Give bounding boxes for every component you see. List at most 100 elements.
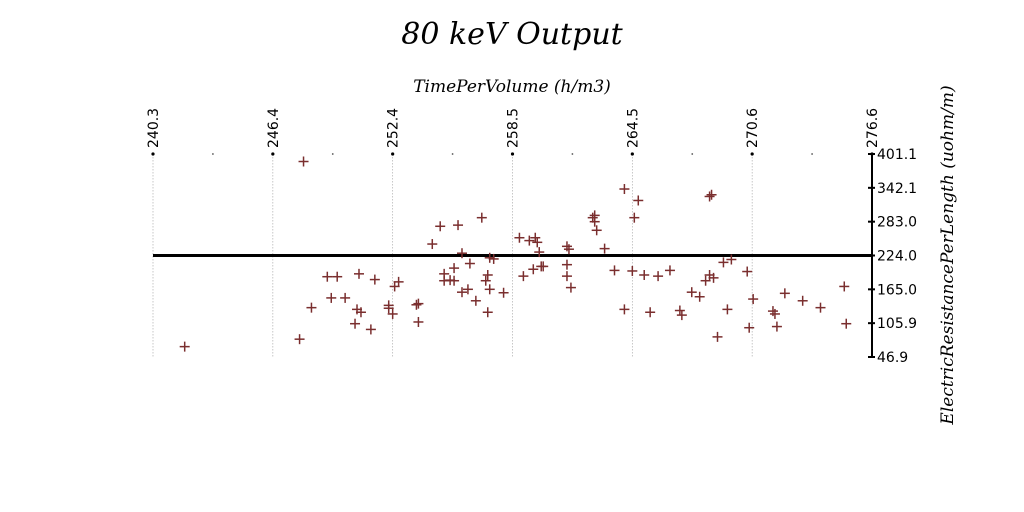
data-point (488, 253, 499, 264)
y-tick-label: 105.9 (877, 316, 917, 332)
y-tick-label: 342.1 (877, 181, 917, 197)
data-point (591, 225, 602, 236)
data-point (326, 292, 337, 303)
x-minor-tick (451, 153, 454, 155)
data-point (769, 308, 780, 319)
data-point (708, 272, 719, 283)
data-point (294, 334, 305, 345)
data-point (718, 257, 729, 268)
data-point (633, 195, 644, 206)
y-axis-label: ElectricResistancePerLength (uohm/m) (938, 85, 958, 425)
data-point (369, 274, 380, 285)
data-point (387, 308, 398, 319)
data-point (742, 266, 753, 277)
data-point (306, 302, 317, 313)
data-point (355, 307, 366, 318)
data-point (484, 284, 495, 295)
data-point (627, 265, 638, 276)
x-tick-mark (630, 152, 634, 156)
data-point (744, 322, 755, 333)
data-point (704, 191, 715, 202)
y-tick-label: 46.9 (877, 350, 908, 366)
data-point (480, 275, 491, 286)
data-point (561, 259, 572, 270)
data-point (518, 271, 529, 282)
data-point (538, 261, 549, 272)
x-tick-label: 240.3 (146, 108, 162, 148)
data-point (565, 282, 576, 293)
data-point (645, 307, 656, 318)
data-point (726, 254, 737, 265)
data-point (839, 281, 850, 292)
x-axis-ticks: 240.3 246.4 252.4 258.5 264.5 270.6 276.6 (146, 108, 881, 156)
data-point (706, 189, 717, 200)
data-point (599, 243, 610, 254)
data-point (694, 291, 705, 302)
data-point (676, 310, 687, 321)
data-point (470, 295, 481, 306)
data-point (700, 275, 711, 286)
data-point (413, 316, 424, 327)
x-tick-label: 246.4 (266, 108, 282, 148)
data-point (449, 275, 460, 286)
x-axis-label: TimePerVolume (h/m3) (413, 77, 611, 97)
y-tick-label: 283.0 (877, 215, 917, 231)
x-tick-label: 258.5 (506, 108, 522, 148)
data-point (411, 299, 422, 310)
data-point (748, 294, 759, 305)
data-point (498, 287, 509, 298)
data-point (464, 258, 475, 269)
data-point (797, 295, 808, 306)
x-minor-tick (691, 153, 694, 155)
data-point (340, 292, 351, 303)
data-point (453, 220, 464, 231)
y-tick-label: 224.0 (877, 249, 917, 265)
data-point (561, 271, 572, 282)
data-point (815, 302, 826, 313)
data-point (482, 307, 493, 318)
data-point (383, 303, 394, 314)
data-point (462, 284, 473, 295)
data-point (298, 156, 309, 167)
data-point (353, 268, 364, 279)
data-point (563, 244, 574, 255)
data-points (179, 156, 852, 352)
data-point (629, 212, 640, 223)
data-point (653, 271, 664, 282)
data-point (435, 221, 446, 232)
data-point (771, 321, 782, 332)
data-point (674, 305, 685, 316)
data-point (393, 276, 404, 287)
data-point (532, 237, 543, 248)
x-tick-mark (510, 152, 515, 156)
x-minor-tick (331, 153, 334, 155)
data-point (365, 324, 376, 335)
x-minor-tick (571, 153, 574, 155)
x-minor-tick (212, 153, 214, 155)
data-point (456, 287, 467, 298)
data-point (609, 265, 620, 276)
x-tick-label: 252.4 (386, 108, 402, 148)
x-tick-label: 276.6 (865, 108, 881, 148)
data-point (686, 287, 697, 298)
data-point (413, 298, 424, 309)
data-point (514, 232, 525, 243)
data-point (528, 264, 539, 275)
x-tick-mark (750, 152, 754, 156)
chart-title: 80 keV Output (401, 17, 623, 52)
data-point (179, 341, 190, 352)
data-point (639, 269, 650, 280)
data-point (664, 265, 675, 276)
data-point (524, 235, 535, 246)
data-point (332, 271, 343, 282)
x-tick-mark (151, 152, 155, 156)
data-point (841, 318, 852, 329)
data-point (350, 318, 361, 329)
data-point (322, 271, 333, 282)
data-point (427, 239, 438, 250)
data-point (619, 184, 630, 195)
data-point (530, 232, 541, 243)
data-point (619, 304, 630, 315)
data-point (482, 269, 493, 280)
